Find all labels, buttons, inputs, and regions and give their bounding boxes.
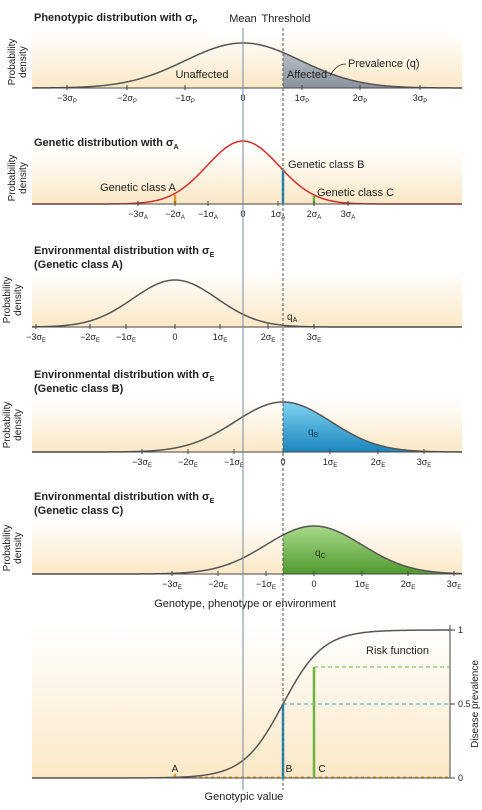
tick-label: −3σE <box>162 579 182 591</box>
class-b-label: Genetic class B <box>288 159 364 171</box>
tick-label: 1σE <box>323 457 338 469</box>
q-a-label: qA <box>287 312 298 324</box>
tick-label: 3σE <box>447 579 462 591</box>
tick-label: 0 <box>280 457 285 467</box>
panel4-ylabel: Probabilitydensity <box>2 402 24 449</box>
class-a-label: Genetic class A <box>100 182 176 194</box>
panel-phenotypic: −3σP−2σP−1σP01σP2σP3σP Phenotypic distri… <box>7 12 462 105</box>
tick-label: 2σA <box>307 209 322 221</box>
ytick-label-0: 0 <box>458 773 463 783</box>
point-b-label: B <box>286 764 293 775</box>
panel5-tick-labels: −3σE −2σE −1σE 0 1σE 2σE 3σE <box>162 571 461 591</box>
point-a-label: A <box>172 764 179 775</box>
tick-label: −2σE <box>80 332 100 344</box>
tick-label: −2σA <box>165 209 185 221</box>
panel2-background <box>32 148 462 204</box>
mean-label: Mean <box>229 13 257 25</box>
panel6-background <box>32 625 450 778</box>
tick-label: 0 <box>172 332 177 342</box>
tick-label: 3σE <box>307 332 322 344</box>
panel-risk-function: 1 0.5 0 Risk function A B C Disease prev… <box>32 625 481 803</box>
panel4-subtitle: (Genetic class B) <box>34 383 124 395</box>
tick-label: 2σP <box>353 93 368 105</box>
tick-label: 3σE <box>417 457 432 469</box>
panel-environment-a: −3σE −2σE −1σE 0 1σE 2σE 3σE Environmental dis… <box>2 245 462 344</box>
panel-genetic: −3σA−2σA−1σA01σA2σA3σA Genetic distribut… <box>7 137 462 221</box>
panel3-tick-labels: −3σE −2σE −1σE 0 1σE 2σE 3σE <box>26 324 321 344</box>
q-b-label: qB <box>308 427 319 439</box>
panel3-ylabel: Probabilitydensity <box>2 277 24 324</box>
tick-label: 1σE <box>355 579 370 591</box>
panel2-title: Genetic distribution with σA <box>34 137 179 151</box>
tick-label: −2σE <box>208 579 228 591</box>
panel4-tick-labels: −3σE −2σE −1σE 0 1σE 2σE 3σE <box>132 449 431 469</box>
risk-function-curve <box>32 629 451 779</box>
tick-label: 2σE <box>261 332 276 344</box>
q-c-label: qC <box>315 548 326 560</box>
panel1-affected-area <box>283 52 462 88</box>
tick-label: 2σE <box>401 579 416 591</box>
panel5-ylabel: Probabilitydensity <box>2 525 24 572</box>
panel1-curve <box>32 42 462 89</box>
tick-label: −1σE <box>224 457 244 469</box>
panel4-q-area <box>283 402 462 452</box>
tick-label: −3σE <box>132 457 152 469</box>
tick-label: −2σE <box>178 457 198 469</box>
panel5-title: Environmental distribution with σE <box>34 491 215 505</box>
point-c-label: C <box>318 764 325 775</box>
panel5-xlabel: Genotype, phenotype or environment <box>154 598 336 610</box>
tick-label: 1σE <box>213 332 228 344</box>
panel-environment-c: −3σE −2σE −1σE 0 1σE 2σE 3σE Environmental dis… <box>2 491 463 610</box>
panel5-q-area <box>283 526 462 574</box>
panel3-subtitle: (Genetic class A) <box>34 259 123 271</box>
tick-label: −2σP <box>117 93 137 105</box>
panel1-background <box>32 32 462 88</box>
panel1-prevalence-label: Prevalence (q) <box>348 58 420 70</box>
tick-label: −1σE <box>116 332 136 344</box>
tick-label: −1σP <box>175 93 195 105</box>
panel3-background <box>32 271 462 327</box>
panel2-ylabel: Probabilitydensity <box>7 155 29 202</box>
panel1-title: Phenotypic distribution with σP <box>34 12 197 26</box>
panel1-ylabel: Probabilitydensity <box>7 39 29 86</box>
tick-label: −1σA <box>198 209 218 221</box>
disease-prevalence-label: Disease prevalence <box>470 660 481 748</box>
tick-label: 1σP <box>295 93 310 105</box>
panel4-background <box>32 398 462 452</box>
panel3-title: Environmental distribution with σE <box>34 245 215 259</box>
tick-label: −3σA <box>128 209 148 221</box>
panel1-affected-label: Affected <box>287 69 327 81</box>
panel4-title: Environmental distribution with σE <box>34 369 215 383</box>
panel5-subtitle: (Genetic class C) <box>34 505 124 517</box>
panel1-unaffected-label: Unaffected <box>175 69 228 81</box>
risk-function-label: Risk function <box>366 645 429 657</box>
tick-label: 0 <box>311 579 316 589</box>
genotypic-value-label: Genotypic value <box>205 791 284 803</box>
panel1-prevalence-leader <box>329 63 347 77</box>
tick-label: −1σE <box>256 579 276 591</box>
ytick-label-05: 0.5 <box>458 699 471 709</box>
tick-label: 2σE <box>371 457 386 469</box>
class-c-label: Genetic class C <box>317 187 394 199</box>
tick-label: −3σP <box>57 93 77 105</box>
threshold-label: Threshold <box>262 13 311 25</box>
tick-label: 3σA <box>341 209 356 221</box>
panel-environment-b: −3σE −2σE −1σE 0 1σE 2σE 3σE Environmental dis… <box>2 369 462 469</box>
tick-label: 3σP <box>413 93 428 105</box>
tick-label: −3σE <box>26 332 46 344</box>
ytick-label-1: 1 <box>458 625 463 635</box>
